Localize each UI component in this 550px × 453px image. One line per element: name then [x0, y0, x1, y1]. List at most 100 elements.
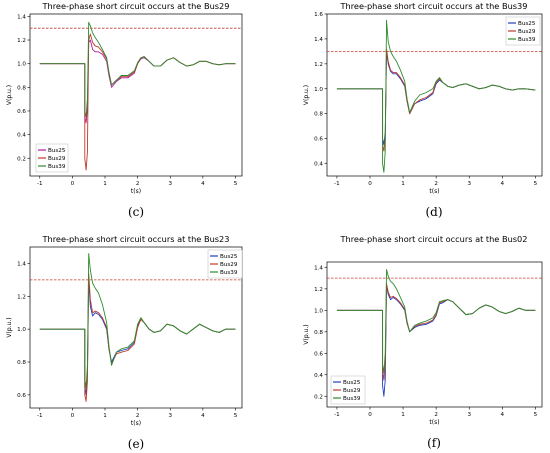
y-tick-label: 1.6: [314, 12, 323, 18]
x-tick-label: 2: [136, 181, 140, 187]
x-tick-label: 4: [501, 181, 505, 187]
legend-label: Bus25: [343, 380, 361, 386]
x-tick-label: 3: [467, 181, 471, 187]
panel-title: Three-phase short circuit occurs at the …: [340, 1, 528, 11]
y-tick-label: 0.6: [314, 351, 323, 357]
series-line-bus39: [39, 21, 236, 118]
y-tick-label: 0.2: [314, 394, 323, 400]
x-tick-label: 4: [201, 413, 205, 419]
x-tick-label: 1: [103, 181, 107, 187]
legend-label: Bus39: [518, 37, 536, 43]
series-line-bus25: [336, 50, 536, 146]
x-tick-label: 3: [467, 412, 471, 418]
y-tick-label: 0.2: [17, 156, 26, 162]
legend-label: Bus29: [220, 262, 238, 268]
x-tick-label: -1: [37, 181, 43, 187]
y-tick-label: 0.4: [314, 162, 323, 168]
y-tick-label: 0.8: [17, 360, 26, 366]
plot-frame: [326, 261, 543, 408]
x-axis-label: t(s): [131, 188, 141, 195]
y-tick-label: 1.0: [17, 62, 26, 68]
series-line-bus29: [39, 272, 236, 402]
legend-label: Bus39: [48, 164, 66, 170]
plot-frame: [29, 13, 243, 177]
x-tick-label: 1: [401, 181, 405, 187]
series-line-bus29: [336, 48, 536, 152]
chart-panel-4: -1 0 1 2 3 4 5 0.2 0.4 0.6 0.8 1.0 1.2 1.4 t(s) V(p.u.)…: [303, 234, 543, 450]
y-tick-label: 1.4: [17, 261, 26, 267]
x-axis-label: t(s): [131, 420, 141, 427]
x-tick-label: 5: [534, 412, 538, 418]
plot-frame: [326, 13, 543, 177]
y-tick-label: 0.8: [17, 85, 26, 91]
x-tick-label: 3: [168, 413, 172, 419]
x-tick-label: 0: [71, 181, 75, 187]
y-tick-label: 0.6: [17, 109, 26, 115]
panel-caption: (e): [128, 437, 144, 451]
y-tick-label: 0.4: [17, 133, 26, 139]
series-line-bus39: [336, 19, 536, 173]
panel-caption: (c): [128, 205, 144, 219]
x-tick-label: 2: [136, 413, 140, 419]
y-tick-label: 1.4: [314, 265, 323, 271]
y-tick-label: 1.0: [314, 87, 323, 93]
x-tick-label: 0: [71, 413, 75, 419]
y-tick-label: 1.0: [17, 327, 26, 333]
y-tick-label: 1.2: [314, 62, 323, 68]
y-tick-label: 1.2: [17, 38, 26, 44]
chart-panel-1: -1 0 1 2 3 4 5 0.2 0.4 0.6 0.8 1.0 1.2 1.4 t(s) V(p.u.)…: [6, 1, 243, 219]
y-tick-label: 0.4: [314, 373, 323, 379]
x-tick-label: 5: [534, 181, 538, 187]
panel-title: Three-phase short circuit occurs at the …: [340, 234, 528, 244]
x-tick-label: 0: [368, 412, 372, 418]
x-tick-label: 4: [501, 412, 505, 418]
y-tick-label: 0.6: [17, 393, 26, 399]
y-tick-label: 0.8: [314, 330, 323, 336]
chart-panel-2: -1 0 1 2 3 4 5 0.4 0.6 0.8 1.0 1.2 1.4 1.6 t(s) V(p.u.)…: [303, 1, 543, 219]
x-tick-label: -1: [334, 412, 340, 418]
legend: Bus25 Bus29 Bus39: [330, 375, 366, 405]
x-tick-label: 1: [103, 413, 107, 419]
y-tick-label: 1.2: [314, 287, 323, 293]
panel-caption: (f): [427, 436, 441, 450]
x-tick-label: -1: [37, 413, 43, 419]
x-tick-label: 5: [234, 413, 238, 419]
series-line-bus25: [39, 279, 236, 396]
panel-title: Three-phase short circuit occurs at the …: [42, 1, 230, 11]
x-tick-label: 1: [401, 412, 405, 418]
series-line-bus39: [39, 253, 236, 389]
series-line-bus25: [39, 39, 236, 124]
y-tick-label: 1.4: [17, 14, 26, 20]
x-tick-label: 2: [434, 181, 438, 187]
y-axis-label: V(p.u.): [303, 324, 310, 344]
legend-label: Bus39: [343, 396, 361, 402]
legend: Bus25 Bus29 Bus39: [505, 16, 541, 46]
legend-label: Bus29: [48, 156, 66, 162]
legend: Bus25 Bus29 Bus39: [35, 143, 69, 173]
panel-title: Three-phase short circuit occurs at the …: [42, 234, 230, 244]
legend-label: Bus29: [343, 388, 361, 394]
plot-frame: [29, 246, 243, 409]
y-tick-label: 0.8: [314, 112, 323, 118]
series-line-bus29: [39, 33, 236, 171]
x-tick-label: -1: [334, 181, 340, 187]
legend-label: Bus25: [220, 254, 238, 260]
y-tick-label: 1.4: [314, 37, 323, 43]
x-axis-label: t(s): [429, 419, 439, 426]
series-line-bus29: [336, 283, 536, 381]
legend: Bus25 Bus29 Bus39: [207, 249, 243, 279]
legend-label: Bus25: [518, 21, 536, 27]
x-tick-label: 0: [368, 181, 372, 187]
panel-caption: (d): [425, 205, 442, 219]
x-tick-label: 3: [168, 181, 172, 187]
y-axis-label: V(p.u.): [6, 85, 13, 105]
x-axis-label: t(s): [429, 188, 439, 195]
y-tick-label: 1.0: [314, 308, 323, 314]
legend-label: Bus29: [518, 29, 536, 35]
series-line-bus25: [336, 286, 536, 397]
series-line-bus39: [336, 269, 536, 374]
x-tick-label: 5: [234, 181, 238, 187]
y-axis-label: V(p.u.): [303, 85, 310, 105]
legend-label: Bus25: [48, 148, 66, 154]
